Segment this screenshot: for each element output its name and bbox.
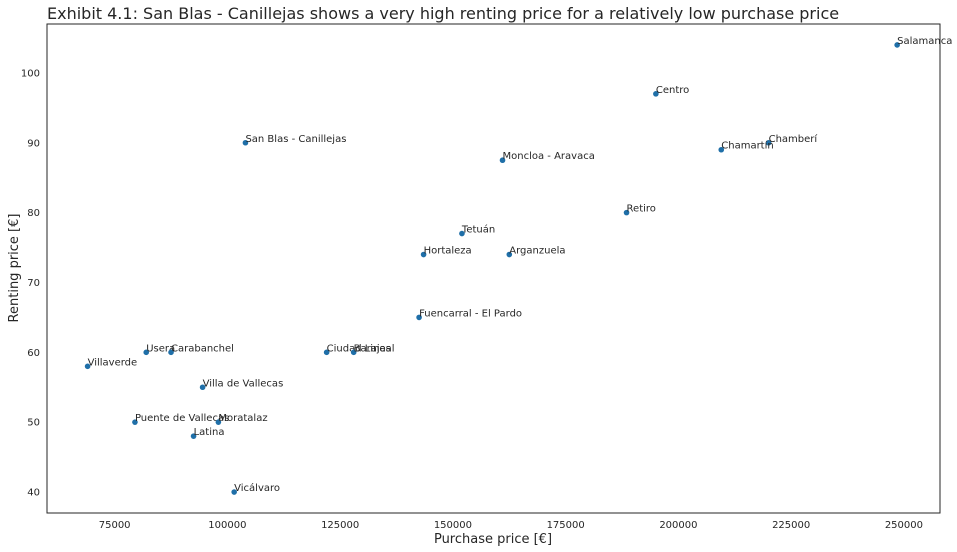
x-tick-label: 75000 (99, 520, 131, 531)
x-tick-label: 100000 (208, 520, 246, 531)
data-point (143, 349, 150, 356)
point-label: Tetuán (461, 224, 495, 236)
x-tick-label: 150000 (434, 520, 472, 531)
data-point (231, 489, 237, 495)
point-label: Puente de Vallecas (135, 413, 229, 424)
y-tick-label: 80 (27, 208, 40, 219)
point-label: Barajas (354, 343, 391, 354)
data-point (894, 42, 900, 48)
data-point (420, 251, 427, 258)
point-label: Carabanchel (171, 343, 234, 354)
x-tick-label: 250000 (885, 520, 923, 531)
point-label: Chamartín (721, 140, 773, 152)
point-label: Chamberí (769, 133, 819, 145)
data-point (215, 419, 222, 425)
y-tick-label: 40 (27, 488, 40, 499)
point-label: Hortaleza (424, 246, 472, 257)
data-point (242, 139, 249, 146)
data-point (84, 363, 91, 370)
y-axis-ticks: 40 50 60 70 80 90 100 (21, 68, 40, 498)
y-tick-label: 100 (21, 68, 40, 79)
point-label: Ciudad Lineal (327, 343, 395, 354)
point-label: San Blas - Canillejas (245, 134, 346, 145)
y-tick-label: 70 (27, 278, 40, 289)
point-label: Moncloa - Aravaca (503, 151, 595, 162)
point-label: Centro (656, 85, 689, 96)
point-label: Usera (146, 343, 175, 354)
y-axis-label: Renting price [€] (7, 214, 22, 323)
data-point (168, 349, 174, 356)
y-tick-label: 60 (27, 348, 40, 359)
point-label: Vicálvaro (234, 482, 280, 494)
point-label: Retiro (627, 204, 656, 215)
y-tick-label: 90 (27, 138, 40, 149)
data-point (132, 419, 138, 425)
point-label: Latina (194, 427, 225, 438)
point-label: Arganzuela (509, 246, 565, 257)
x-tick-label: 175000 (547, 520, 585, 531)
data-point (190, 433, 197, 439)
data-point (718, 146, 725, 153)
data-point (765, 139, 772, 146)
plot-frame (46, 23, 941, 514)
data-point (623, 209, 630, 216)
y-tick-label: 50 (27, 418, 40, 429)
data-point (323, 349, 330, 356)
x-tick-label: 200000 (659, 520, 697, 531)
x-tick-label: 225000 (772, 520, 810, 531)
chart-title: Exhibit 4.1: San Blas - Canillejas shows… (47, 4, 839, 23)
data-point (459, 230, 465, 237)
x-axis-label: Purchase price [€] (434, 532, 552, 547)
point-label: Moratalaz (218, 413, 267, 424)
data-points: Salamanca Centro San Blas - Canillejas Cham… (84, 36, 952, 495)
data-point (506, 251, 513, 258)
point-label: Villa de Vallecas (203, 378, 284, 389)
data-point (653, 91, 659, 97)
data-point (499, 157, 506, 164)
point-label: Villaverde (88, 357, 138, 368)
x-tick-label: 125000 (321, 520, 359, 531)
data-point (199, 384, 206, 391)
data-point (416, 314, 422, 321)
point-label: Salamanca (897, 36, 952, 47)
x-axis-ticks: 75000 100000 125000 150000 175000 200000 22500… (99, 520, 923, 531)
data-point (350, 349, 357, 356)
point-label: Fuencarral - El Pardo (419, 308, 522, 319)
